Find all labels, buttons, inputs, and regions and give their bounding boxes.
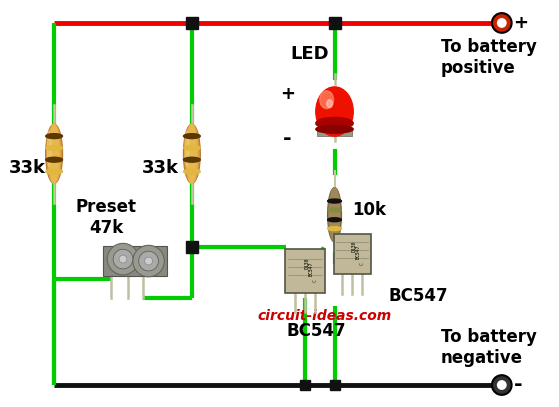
Circle shape — [492, 13, 511, 33]
Ellipse shape — [46, 145, 63, 150]
Circle shape — [119, 255, 127, 263]
Ellipse shape — [46, 124, 63, 183]
Ellipse shape — [183, 157, 200, 162]
Ellipse shape — [328, 227, 342, 230]
Text: BC547: BC547 — [356, 245, 361, 259]
Ellipse shape — [46, 169, 63, 174]
Ellipse shape — [184, 124, 199, 183]
Ellipse shape — [328, 199, 342, 203]
Ellipse shape — [328, 188, 342, 242]
Ellipse shape — [50, 124, 59, 183]
Text: BC547: BC547 — [389, 287, 448, 306]
Text: C: C — [359, 263, 364, 265]
Text: +: + — [280, 85, 295, 103]
Ellipse shape — [320, 91, 334, 109]
Text: LED: LED — [291, 46, 329, 63]
Ellipse shape — [186, 124, 198, 183]
Ellipse shape — [330, 188, 339, 242]
Ellipse shape — [46, 133, 63, 138]
Text: -: - — [283, 129, 292, 149]
Text: BC547: BC547 — [287, 322, 347, 340]
Ellipse shape — [326, 100, 333, 107]
Circle shape — [113, 249, 133, 269]
Ellipse shape — [183, 169, 200, 174]
Text: 33k: 33k — [9, 159, 46, 177]
Ellipse shape — [183, 124, 200, 183]
Circle shape — [497, 380, 506, 390]
Ellipse shape — [316, 117, 353, 129]
Ellipse shape — [187, 124, 196, 183]
Text: To battery
positive: To battery positive — [441, 38, 537, 77]
Ellipse shape — [329, 188, 340, 242]
Text: To battery
negative: To battery negative — [441, 328, 537, 367]
Text: +: + — [514, 14, 529, 32]
Ellipse shape — [48, 124, 60, 183]
Circle shape — [145, 257, 153, 265]
Bar — [317, 129, 352, 136]
Ellipse shape — [316, 125, 353, 133]
Text: Preset
47k: Preset 47k — [76, 198, 137, 237]
Text: BC547: BC547 — [309, 262, 314, 276]
Circle shape — [492, 375, 511, 395]
Circle shape — [139, 251, 158, 271]
Ellipse shape — [47, 124, 61, 183]
Text: 10k: 10k — [352, 201, 386, 219]
Ellipse shape — [46, 157, 63, 162]
FancyBboxPatch shape — [334, 234, 371, 274]
Text: D130: D130 — [352, 241, 357, 252]
Ellipse shape — [328, 208, 342, 212]
Ellipse shape — [185, 131, 189, 166]
Text: -: - — [514, 375, 522, 395]
Ellipse shape — [183, 145, 200, 150]
Circle shape — [133, 245, 164, 277]
Ellipse shape — [328, 218, 342, 222]
Text: D130: D130 — [305, 257, 310, 269]
Text: 33k: 33k — [142, 159, 179, 177]
Circle shape — [107, 243, 139, 275]
Ellipse shape — [183, 133, 200, 138]
Circle shape — [497, 18, 506, 28]
Ellipse shape — [316, 87, 353, 136]
Text: C: C — [312, 279, 318, 282]
Bar — [103, 246, 167, 276]
FancyBboxPatch shape — [285, 249, 325, 293]
Text: circuit-ideas.com: circuit-ideas.com — [258, 309, 392, 323]
Ellipse shape — [47, 131, 51, 166]
